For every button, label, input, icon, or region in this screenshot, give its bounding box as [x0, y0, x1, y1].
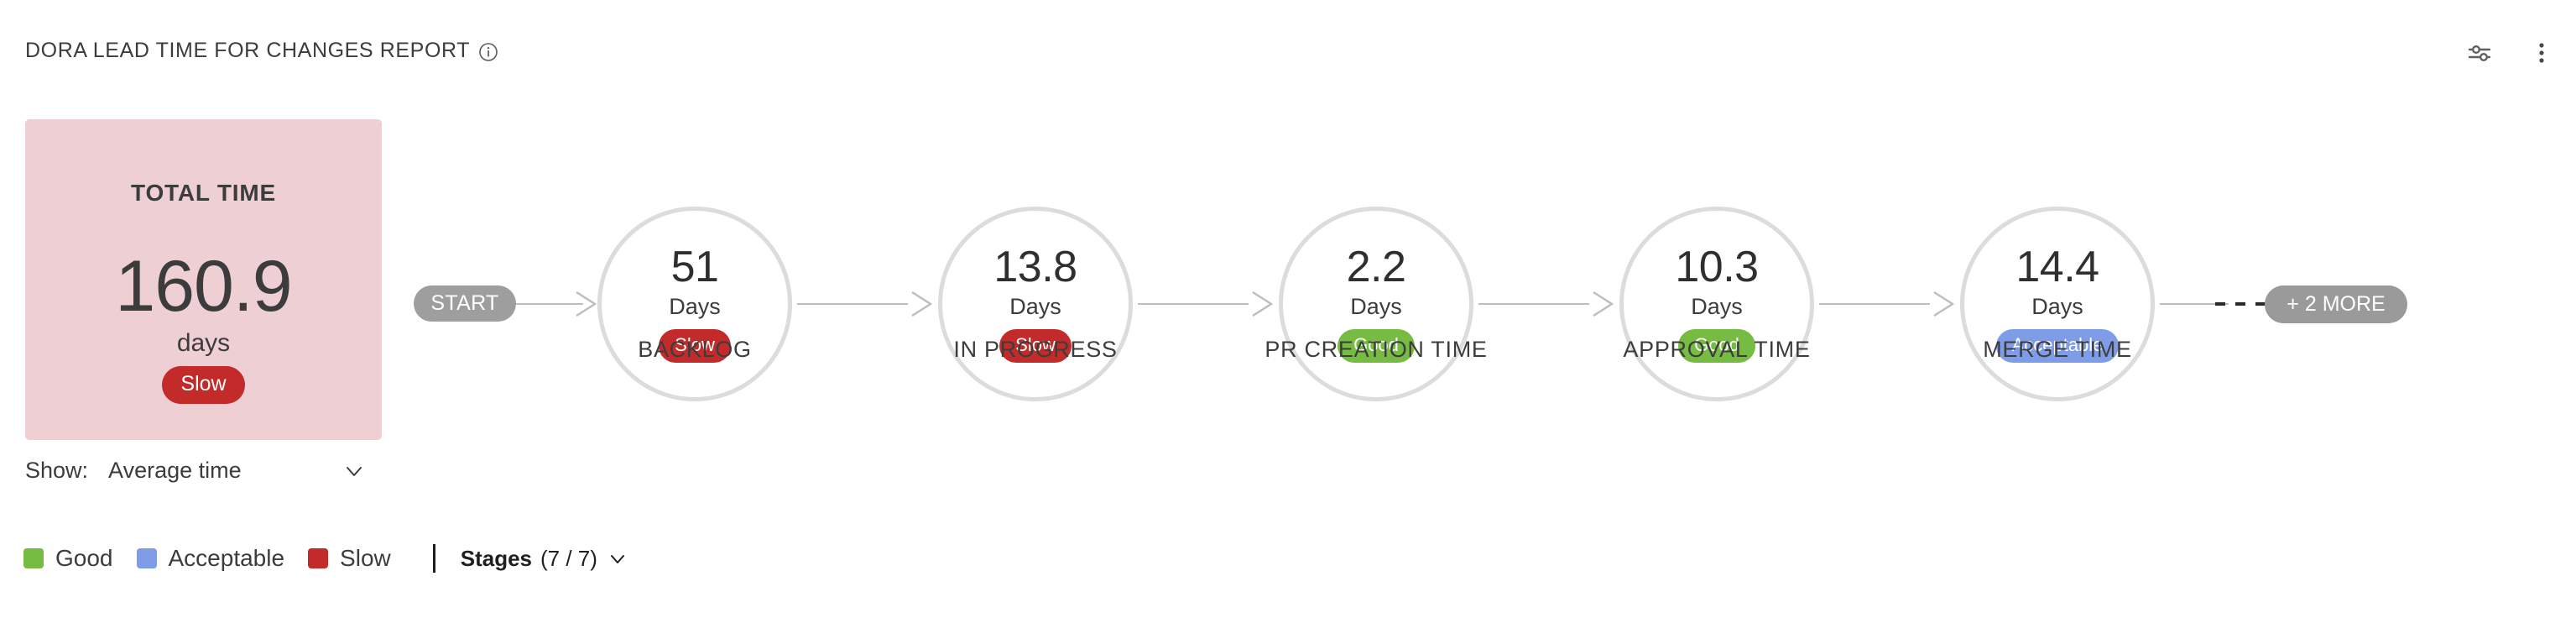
stage-status: Good: [1678, 329, 1755, 363]
total-time-status-badge: Slow: [162, 366, 245, 404]
stage-circle[interactable]: 51 Days Slow: [597, 207, 792, 401]
status-badge: Slow: [162, 366, 245, 404]
header-actions: [2465, 39, 2556, 67]
stage-label: MERGE TIME: [1983, 337, 2132, 362]
total-time-card: TOTAL TIME 160.9 days Slow: [25, 119, 382, 440]
stage-unit: Days: [1350, 294, 1402, 319]
arrow-head-icon: [1588, 290, 1617, 318]
legend-swatch: [308, 548, 329, 568]
legend-label: Slow: [340, 545, 391, 571]
stage-label: PR CREATION TIME: [1265, 337, 1488, 362]
status-badge: Slow: [659, 329, 731, 363]
stage-circle[interactable]: 14.4 Days Acceptable: [1960, 207, 2155, 401]
stage-node: PR CREATION TIME 2.2 Days Good: [1265, 207, 1487, 401]
stage-unit: Days: [2031, 294, 2083, 319]
stage-status: Slow: [659, 329, 731, 363]
info-icon[interactable]: [478, 42, 498, 62]
start-pill[interactable]: START: [414, 285, 516, 322]
show-selected-value: Average time: [108, 458, 242, 483]
legend-divider: [432, 544, 435, 573]
stage-status: Good: [1338, 329, 1415, 363]
report-header: DORA LEAD TIME FOR CHANGES REPORT: [25, 39, 498, 63]
total-time-unit: days: [176, 329, 231, 357]
stage-circle[interactable]: 2.2 Days Good: [1279, 207, 1473, 401]
status-badge: Acceptable: [1995, 329, 2120, 363]
stage-node: MERGE TIME 14.4 Days Acceptable: [1960, 207, 2155, 401]
stage-node: APPROVAL TIME 10.3 Days Good: [1619, 207, 1814, 401]
stage-value: 10.3: [1675, 243, 1759, 291]
connector-line: [516, 303, 583, 305]
legend-swatch: [136, 548, 157, 568]
legend-item[interactable]: Acceptable: [136, 545, 285, 572]
show-label: Show:: [25, 458, 89, 483]
stage-circle[interactable]: 10.3 Days Good: [1619, 207, 1814, 401]
more-stages-pill[interactable]: + 2 MORE: [2265, 285, 2407, 323]
legend-items: Good Acceptable Slow: [23, 545, 415, 572]
page-title: DORA LEAD TIME FOR CHANGES REPORT: [25, 39, 471, 62]
connector-line: [797, 303, 908, 305]
dotted-connector: [2215, 302, 2267, 306]
legend-item[interactable]: Good: [23, 545, 113, 572]
stage-label: BACKLOG: [638, 337, 752, 362]
status-badge: Good: [1678, 329, 1755, 363]
stage-node: BACKLOG 51 Days Slow: [597, 207, 792, 401]
arrow-head-icon: [907, 290, 936, 318]
chevron-down-icon[interactable]: [607, 548, 628, 568]
stage-value: 14.4: [2015, 243, 2099, 291]
stage-label: IN PROGRESS: [953, 337, 1118, 362]
stages-toggle-count: (7 / 7): [540, 545, 597, 571]
show-control[interactable]: Show: Average time: [25, 458, 382, 484]
legend: Good Acceptable Slow Stages (7 / 7): [23, 544, 628, 573]
connector-line: [1138, 303, 1249, 305]
legend-swatch: [23, 548, 44, 568]
stage-value: 13.8: [993, 243, 1077, 291]
more-vertical-icon[interactable]: [2527, 39, 2556, 67]
legend-item[interactable]: Slow: [308, 545, 391, 572]
arrow-head-icon: [1248, 290, 1276, 318]
stage-status: Acceptable: [1995, 329, 2120, 363]
connector-line: [1478, 303, 1589, 305]
stage-status: Slow: [999, 329, 1072, 363]
stage-circle[interactable]: 13.8 Days Slow: [938, 207, 1133, 401]
total-time-value: 160.9: [115, 246, 292, 327]
status-badge: Slow: [999, 329, 1072, 363]
stage-unit: Days: [669, 294, 721, 319]
stage-unit: Days: [1009, 294, 1061, 319]
legend-label: Good: [55, 545, 113, 571]
arrow-head-icon: [571, 290, 600, 318]
status-badge: Good: [1338, 329, 1415, 363]
sliders-icon[interactable]: [2465, 39, 2494, 67]
connector-line: [1819, 303, 1930, 305]
stage-value: 2.2: [1346, 243, 1406, 291]
stages-toggle[interactable]: Stages (7 / 7): [461, 546, 628, 572]
stage-node: IN PROGRESS 13.8 Days Slow: [938, 207, 1133, 401]
stages-toggle-label: Stages: [460, 545, 533, 571]
stage-unit: Days: [1691, 294, 1743, 319]
stage-label: APPROVAL TIME: [1623, 337, 1811, 362]
total-time-title: TOTAL TIME: [131, 180, 276, 206]
stage-value: 51: [670, 243, 719, 291]
legend-label: Acceptable: [168, 545, 285, 571]
chevron-down-icon[interactable]: [343, 460, 365, 482]
connector-line: [2160, 303, 2229, 305]
arrow-head-icon: [1929, 290, 1958, 318]
